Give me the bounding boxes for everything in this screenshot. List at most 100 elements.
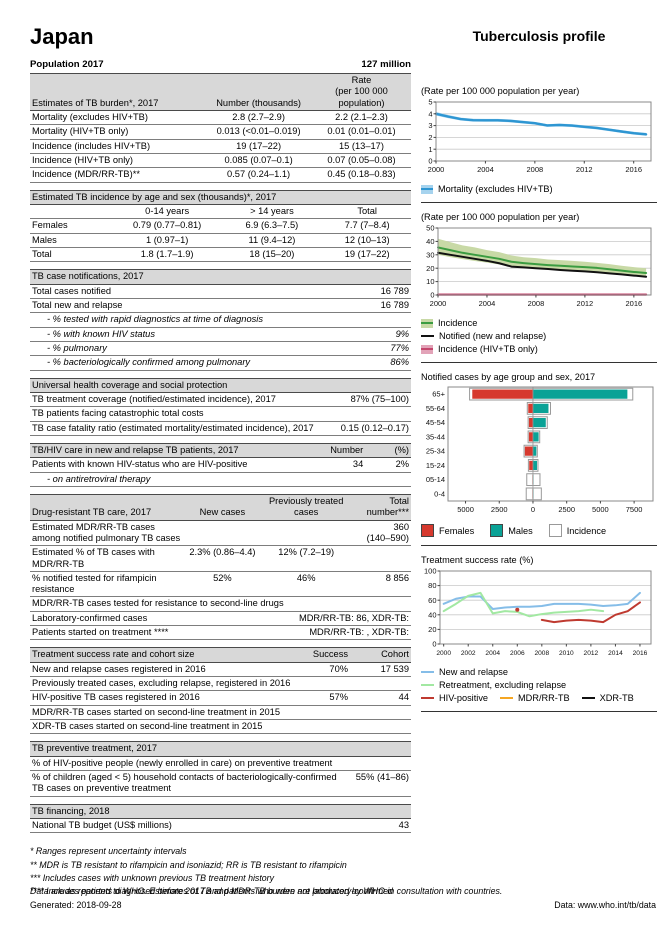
population-row: Population 2017 127 million bbox=[30, 59, 411, 70]
table-cell: 2.8 (2.7–2.9) bbox=[205, 110, 312, 126]
table-row: - % with known HIV status 9% bbox=[30, 327, 411, 342]
svg-text:2004: 2004 bbox=[477, 165, 494, 174]
table-cell: 19 (17–22) bbox=[205, 139, 312, 154]
svg-text:2000: 2000 bbox=[430, 299, 447, 308]
svg-text:2012: 2012 bbox=[577, 299, 594, 308]
table-cell: 86% bbox=[361, 355, 411, 371]
column-subheader: > 14 years bbox=[220, 204, 324, 220]
table-row: HIV-positive TB cases registered in 2016… bbox=[30, 690, 411, 706]
treatment-success-chart-block: Treatment success rate (%) 0 20 40 60 80 100 20… bbox=[421, 555, 657, 703]
table-cell: Patients started on treatment **** bbox=[30, 625, 183, 641]
table-cell bbox=[350, 676, 411, 692]
chart-title: (Rate per 100 000 population per year) bbox=[421, 86, 580, 96]
svg-text:2008: 2008 bbox=[534, 650, 549, 657]
charts-container: (Rate per 100 000 population per year) 0 1… bbox=[421, 86, 657, 712]
table-cell: 0.45 (0.18–0.83) bbox=[311, 167, 411, 183]
table-cell bbox=[365, 472, 411, 487]
table-cell bbox=[350, 705, 411, 721]
table-cell: Previously treated cases, excluding rela… bbox=[30, 676, 297, 692]
legend-marker bbox=[581, 696, 595, 700]
table-row: Laboratory-confirmed cases MDR/RR-TB: 86,… bbox=[30, 611, 411, 627]
uhc-table: Universal health coverage and social pro… bbox=[30, 377, 411, 436]
column-header: (%) bbox=[365, 442, 411, 459]
table-cell bbox=[327, 406, 411, 422]
svg-text:4: 4 bbox=[428, 109, 432, 118]
footer-generated: Generated: 2018-09-28 bbox=[30, 900, 122, 910]
svg-text:10: 10 bbox=[426, 277, 434, 286]
notifications-table: TB case notifications, 2017 Total cases n… bbox=[30, 269, 411, 371]
svg-text:3: 3 bbox=[428, 121, 432, 130]
legend-label: XDR-TB bbox=[599, 693, 634, 703]
table-cell: - % pulmonary bbox=[30, 341, 362, 357]
table-subheader-row: 0-14 years > 14 years Total bbox=[30, 204, 411, 220]
table-cell: HIV-positive TB cases registered in 2016 bbox=[30, 690, 297, 706]
table-cell: 12% (7.2–19) bbox=[262, 545, 351, 572]
legend-label: Females bbox=[439, 525, 475, 536]
svg-text:35-44: 35-44 bbox=[426, 432, 445, 441]
svg-text:40: 40 bbox=[426, 237, 434, 246]
svg-text:2000: 2000 bbox=[436, 650, 451, 657]
svg-text:2008: 2008 bbox=[527, 165, 544, 174]
table-cell: MDR/RR-TB cases started on second-line t… bbox=[30, 705, 297, 721]
legend-item: Notified (new and relapse) bbox=[421, 331, 657, 341]
legend-label: Males bbox=[508, 525, 533, 536]
svg-text:2004: 2004 bbox=[479, 299, 496, 308]
column-header: Previously treated cases bbox=[262, 493, 351, 521]
table-cell: Mortality (excludes HIV+TB) bbox=[30, 110, 206, 126]
svg-text:2006: 2006 bbox=[510, 650, 525, 657]
table-cell: XDR-TB cases started on second-line trea… bbox=[30, 719, 297, 735]
table-cell bbox=[350, 545, 411, 572]
table-cell: 16 789 bbox=[361, 298, 411, 314]
table-cell: 360 (140–590) bbox=[350, 520, 411, 547]
table-header-row: TB/HIV care in new and relapse TB patien… bbox=[30, 442, 411, 459]
svg-text:65+: 65+ bbox=[432, 390, 445, 399]
population-value: 127 million bbox=[361, 59, 411, 70]
svg-text:2004: 2004 bbox=[485, 650, 500, 657]
age-sex-pyramid-chart: 65+ 55-64 45-54 35-44 25-34 15-24 05-14 0-4 5000… bbox=[426, 386, 654, 514]
table-row: TB patients facing catastrophic total co… bbox=[30, 406, 411, 422]
table-section-title: Estimates of TB burden*, 2017 bbox=[30, 73, 206, 111]
page-title: Tuberculosis profile bbox=[472, 28, 606, 44]
table-cell: TB case fatality ratio (estimated mortal… bbox=[30, 421, 328, 436]
footnote: * Ranges represent uncertainty intervals bbox=[30, 846, 187, 857]
table-cell: 0.07 (0.05–0.08) bbox=[311, 153, 411, 169]
svg-text:25-34: 25-34 bbox=[426, 447, 445, 456]
table-cell: MDR/RR-TB: , XDR-TB: bbox=[182, 625, 411, 641]
legend-marker bbox=[421, 318, 433, 328]
table-cell bbox=[304, 472, 366, 487]
legend-marker bbox=[421, 524, 434, 537]
table-cell: - % with known HIV status bbox=[30, 327, 362, 342]
svg-text:1: 1 bbox=[428, 145, 432, 154]
legend-item: New and relapse bbox=[421, 667, 657, 677]
table-cell: 0.013 (<0.01–0.019) bbox=[205, 124, 312, 140]
footnotes: * Ranges represent uncertainty intervals… bbox=[30, 845, 411, 898]
svg-text:80: 80 bbox=[428, 581, 436, 590]
table-cell: 18 (15–20) bbox=[220, 247, 324, 263]
treatment-success-chart: 0 20 40 60 80 100 2000 2002 2004 2006 2008 2010 2012… bbox=[424, 567, 652, 657]
drug-resistant-table: Drug-resistant TB care, 2017 New cases Pre… bbox=[30, 493, 411, 641]
svg-text:0-4: 0-4 bbox=[434, 489, 445, 498]
table-cell: Incidence (MDR/RR-TB)** bbox=[30, 167, 206, 183]
legend-label: HIV-positive bbox=[439, 693, 489, 703]
section-divider bbox=[421, 711, 657, 712]
legend-label: Incidence (HIV+TB only) bbox=[438, 344, 538, 354]
tbhiv-table: TB/HIV care in new and relapse TB patien… bbox=[30, 442, 411, 487]
chart-legend: Mortality (excludes HIV+TB) bbox=[421, 184, 657, 194]
table-cell: MDR/RR-TB: 86, XDR-TB: bbox=[182, 611, 411, 627]
table-cell: 17 539 bbox=[350, 662, 411, 678]
table-row: % notified tested for rifampicin resista… bbox=[30, 571, 411, 598]
table-row: TB treatment coverage (notified/estimate… bbox=[30, 392, 411, 408]
table-cell: Estimated % of TB cases with MDR/RR-TB bbox=[30, 545, 183, 572]
table-cell: 0.15 (0.12–0.17) bbox=[327, 421, 411, 436]
table-cell bbox=[296, 719, 351, 735]
legend-marker bbox=[421, 184, 433, 194]
mortality-trend-chart: 0 1 2 3 4 5 2000 2004 2008 2012 2016 bbox=[428, 98, 652, 174]
column-subheader bbox=[30, 204, 114, 220]
table-header-row: Treatment success rate and cohort size Su… bbox=[30, 647, 411, 663]
table-cell: Total bbox=[30, 247, 114, 263]
svg-text:0: 0 bbox=[430, 291, 434, 300]
table-row: - % pulmonary 77% bbox=[30, 341, 411, 357]
legend-marker bbox=[421, 670, 434, 674]
svg-text:45-54: 45-54 bbox=[426, 418, 445, 427]
table-cell: National TB budget (US$ millions) bbox=[30, 818, 366, 834]
